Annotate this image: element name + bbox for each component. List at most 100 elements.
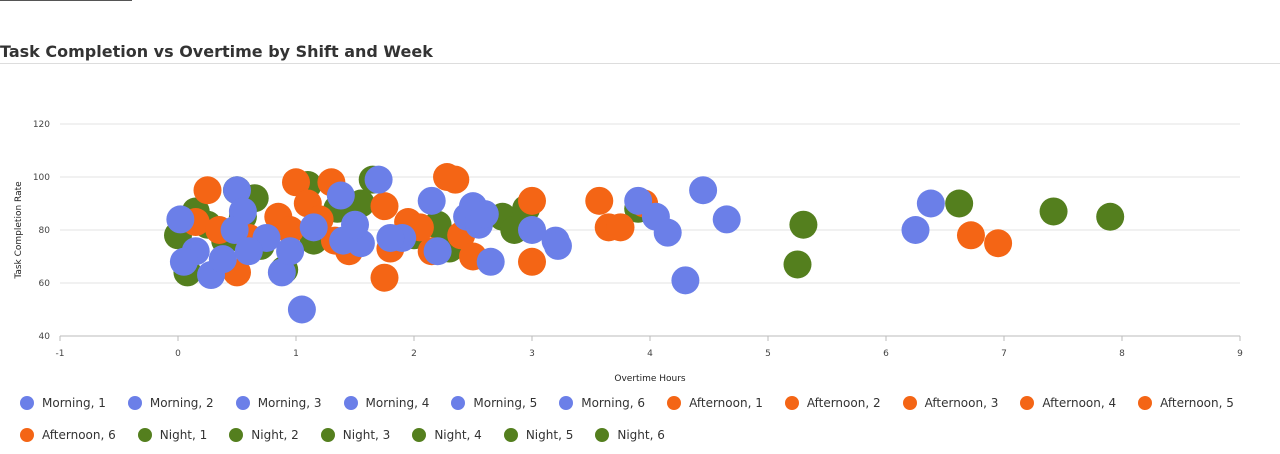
- data-point[interactable]: [518, 186, 546, 215]
- data-point[interactable]: [712, 205, 741, 234]
- legend-item[interactable]: Afternoon, 6: [20, 426, 116, 444]
- data-point[interactable]: [1096, 202, 1125, 231]
- data-point[interactable]: [282, 168, 310, 197]
- data-point[interactable]: [423, 237, 452, 266]
- data-point[interactable]: [234, 237, 263, 266]
- legend-label: Afternoon, 3: [924, 396, 999, 410]
- legend-item[interactable]: Morning, 1: [20, 394, 106, 412]
- x-axis: -1 0 1 2 3 4 5 6 7 8 9: [56, 336, 1243, 359]
- legend-item[interactable]: Morning, 2: [127, 394, 214, 412]
- legend-marker-icon: [784, 396, 799, 410]
- y-tick-label: 40: [39, 332, 51, 342]
- legend-marker-icon: [235, 396, 250, 410]
- legend-item[interactable]: Night, 2: [229, 426, 299, 444]
- legend-label: Morning, 1: [42, 396, 106, 410]
- data-point[interactable]: [193, 176, 222, 205]
- data-point[interactable]: [984, 229, 1013, 258]
- legend-label: Night, 6: [617, 428, 665, 442]
- data-point[interactable]: [220, 216, 249, 244]
- legend-marker-icon: [343, 396, 358, 410]
- data-point[interactable]: [276, 216, 305, 244]
- x-tick-label: 0: [175, 349, 181, 359]
- legend-label: Night, 1: [159, 428, 208, 442]
- legend-item[interactable]: Afternoon, 1: [667, 394, 763, 412]
- legend-label: Morning, 2: [149, 396, 214, 410]
- legend-label: Morning, 5: [473, 396, 538, 410]
- data-point[interactable]: [341, 210, 369, 239]
- data-point[interactable]: [476, 247, 505, 276]
- data-point[interactable]: [641, 202, 670, 231]
- data-point[interactable]: [518, 216, 546, 244]
- data-point[interactable]: [276, 237, 305, 266]
- y-axis-label: Task Completion Rate: [14, 181, 24, 280]
- x-tick-label: 4: [647, 349, 653, 359]
- legend-item[interactable]: Afternoon, 3: [902, 394, 999, 412]
- data-point[interactable]: [901, 216, 930, 244]
- data-point[interactable]: [267, 258, 296, 287]
- data-point[interactable]: [606, 213, 635, 242]
- legend-label: Afternoon, 6: [42, 428, 116, 442]
- y-tick-label: 60: [39, 279, 51, 289]
- legend-item[interactable]: Afternoon, 2: [784, 394, 881, 412]
- data-point[interactable]: [376, 223, 405, 252]
- legend-item[interactable]: Night, 6: [595, 426, 665, 444]
- data-point[interactable]: [956, 221, 985, 250]
- legend-marker-icon: [229, 428, 244, 442]
- legend: Morning, 1 Morning, 2 Morning, 3 Morning, 4…: [20, 394, 1260, 444]
- data-point[interactable]: [287, 295, 316, 324]
- data-point[interactable]: [208, 245, 237, 274]
- data-point[interactable]: [364, 165, 393, 194]
- data-point[interactable]: [543, 231, 572, 260]
- data-point[interactable]: [518, 247, 546, 276]
- legend-item[interactable]: Morning, 5: [451, 394, 537, 412]
- data-point[interactable]: [671, 266, 700, 295]
- legend-item[interactable]: Night, 1: [137, 426, 208, 444]
- legend-marker-icon: [667, 396, 682, 410]
- legend-label: Morning, 6: [581, 396, 646, 410]
- data-point[interactable]: [783, 250, 812, 279]
- x-tick-label: 5: [765, 349, 771, 359]
- x-tick-label: 3: [529, 349, 535, 359]
- legend-item[interactable]: Night, 5: [503, 426, 573, 444]
- legend-item[interactable]: Morning, 3: [235, 394, 322, 412]
- legend-marker-icon: [1020, 396, 1035, 410]
- data-point[interactable]: [689, 176, 718, 205]
- data-point[interactable]: [370, 263, 399, 292]
- data-point[interactable]: [370, 192, 399, 221]
- legend-label: Night, 3: [342, 428, 391, 442]
- legend-item[interactable]: Morning, 4: [343, 394, 430, 412]
- y-axis: 40 60 80 100 120: [33, 120, 50, 342]
- data-point[interactable]: [916, 189, 945, 218]
- legend-item[interactable]: Afternoon, 5: [1138, 394, 1234, 412]
- legend-label: Night, 2: [251, 428, 299, 442]
- chart-title: Task Completion vs Overtime by Shift and…: [0, 42, 433, 61]
- title-divider: [0, 63, 1280, 64]
- legend-label: Morning, 4: [365, 396, 430, 410]
- x-tick-label: 7: [1001, 349, 1007, 359]
- legend-marker-icon: [902, 396, 917, 410]
- legend-item[interactable]: Morning, 6: [559, 394, 645, 412]
- legend-item[interactable]: Night, 3: [320, 426, 391, 444]
- data-point[interactable]: [789, 210, 818, 239]
- data-point[interactable]: [417, 186, 446, 215]
- y-tick-label: 80: [39, 226, 51, 236]
- data-point[interactable]: [223, 176, 251, 205]
- data-point[interactable]: [585, 186, 614, 215]
- legend-item[interactable]: Night, 4: [412, 426, 482, 444]
- data-point[interactable]: [470, 200, 499, 229]
- y-tick-label: 120: [33, 120, 50, 130]
- data-point[interactable]: [326, 181, 355, 210]
- data-point[interactable]: [299, 213, 328, 242]
- data-point[interactable]: [169, 247, 198, 276]
- legend-item[interactable]: Afternoon, 4: [1020, 394, 1116, 412]
- legend-label: Morning, 3: [257, 396, 322, 410]
- data-point[interactable]: [945, 189, 974, 218]
- legend-marker-icon: [320, 428, 335, 442]
- data-point[interactable]: [433, 163, 462, 191]
- data-points: [164, 163, 1125, 324]
- data-point[interactable]: [166, 205, 195, 234]
- legend-marker-icon: [503, 428, 518, 442]
- tab-underline: [0, 0, 132, 1]
- data-point[interactable]: [1039, 197, 1068, 226]
